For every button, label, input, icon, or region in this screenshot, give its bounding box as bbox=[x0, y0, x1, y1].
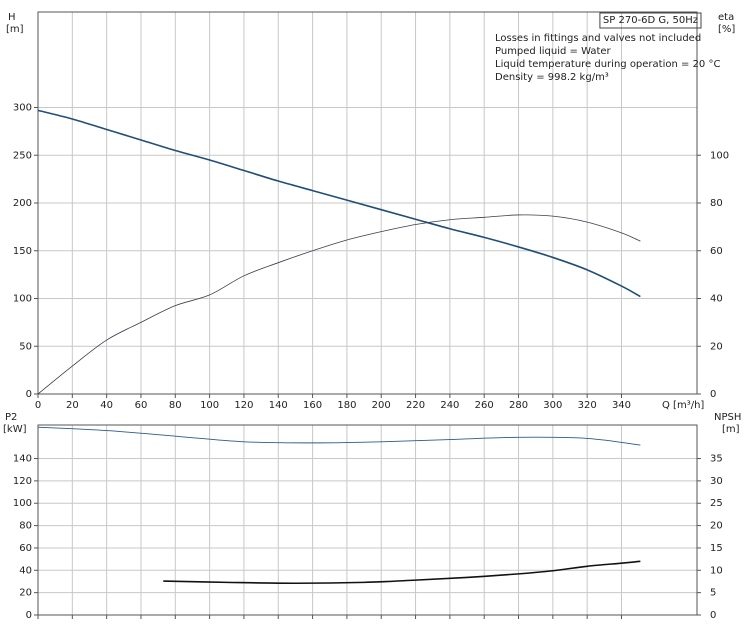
y2-tick-label: 80 bbox=[710, 198, 723, 209]
x-label: Q [m³/h] bbox=[662, 400, 704, 411]
y2-unit: [m] bbox=[722, 424, 740, 435]
y2-tick-label: 40 bbox=[710, 294, 723, 305]
title-box bbox=[599, 12, 702, 29]
x-tick-label: 100 bbox=[200, 400, 219, 411]
x-tick-label: 0 bbox=[35, 400, 41, 411]
annotation: Losses in fittings and valves not includ… bbox=[495, 33, 701, 44]
y-unit: [m] bbox=[6, 24, 24, 35]
x-tick-label: 340 bbox=[612, 400, 631, 411]
y-tick-label: 50 bbox=[19, 341, 32, 352]
y2-label: NPSH bbox=[714, 412, 741, 423]
chart-title: SP 270-6D G, 50Hz bbox=[603, 15, 698, 26]
x-tick-label: 40 bbox=[100, 400, 113, 411]
y2-label: eta bbox=[718, 12, 734, 23]
annotation: Pumped liquid = Water bbox=[495, 46, 612, 57]
annotation: Density = 998.2 kg/m³ bbox=[495, 72, 609, 83]
x-tick-label: 180 bbox=[337, 400, 356, 411]
y2-tick-label: 10 bbox=[710, 565, 723, 576]
x-tick-label: 320 bbox=[578, 400, 597, 411]
y2-tick-label: 20 bbox=[710, 521, 723, 532]
y-tick-label: 80 bbox=[19, 521, 32, 532]
curve bbox=[37, 426, 641, 446]
annotation: Liquid temperature during operation = 20… bbox=[495, 59, 720, 70]
y2-tick-label: 100 bbox=[710, 150, 729, 161]
y2-tick-label: 60 bbox=[710, 246, 723, 257]
x-tick-label: 160 bbox=[303, 400, 322, 411]
x-tick-label: 80 bbox=[169, 400, 182, 411]
y-tick-label: 0 bbox=[26, 389, 32, 400]
y-tick-label: 100 bbox=[13, 294, 32, 305]
x-tick-label: 280 bbox=[509, 400, 528, 411]
x-tick-label: 20 bbox=[66, 400, 79, 411]
y-tick-label: 150 bbox=[13, 246, 32, 257]
y2-tick-label: 25 bbox=[710, 498, 723, 509]
x-tick-label: 260 bbox=[475, 400, 494, 411]
curve bbox=[37, 214, 641, 395]
y2-tick-label: 35 bbox=[710, 454, 723, 465]
y2-tick-label: 0 bbox=[710, 610, 716, 621]
y-tick-label: 300 bbox=[13, 103, 32, 114]
y2-tick-label: 20 bbox=[710, 341, 723, 352]
curve bbox=[37, 109, 641, 298]
x-tick-label: 220 bbox=[406, 400, 425, 411]
y-label: P2 bbox=[5, 412, 17, 423]
x-tick-label: 120 bbox=[234, 400, 253, 411]
plot-frame bbox=[37, 424, 698, 616]
y-tick-label: 40 bbox=[19, 565, 32, 576]
x-tick-label: 200 bbox=[372, 400, 391, 411]
y-unit: [kW] bbox=[3, 424, 27, 435]
plot-frame bbox=[37, 11, 698, 395]
y-tick-label: 0 bbox=[26, 610, 32, 621]
y2-unit: [%] bbox=[718, 24, 735, 35]
y-tick-label: 200 bbox=[13, 198, 32, 209]
y2-tick-label: 0 bbox=[710, 389, 716, 400]
y-tick-label: 20 bbox=[19, 588, 32, 599]
x-tick-label: 240 bbox=[440, 400, 459, 411]
y-tick-label: 250 bbox=[13, 150, 32, 161]
y-tick-label: 100 bbox=[13, 498, 32, 509]
x-tick-label: 140 bbox=[269, 400, 288, 411]
y2-tick-label: 15 bbox=[710, 543, 723, 554]
y-tick-label: 120 bbox=[13, 476, 32, 487]
y-label: H bbox=[8, 12, 16, 23]
y2-tick-label: 5 bbox=[710, 588, 716, 599]
x-tick-label: 300 bbox=[543, 400, 562, 411]
y-tick-label: 60 bbox=[19, 543, 32, 554]
x-tick-label: 60 bbox=[135, 400, 148, 411]
curve bbox=[163, 560, 641, 585]
y2-tick-label: 30 bbox=[710, 476, 723, 487]
y-tick-label: 140 bbox=[13, 454, 32, 465]
